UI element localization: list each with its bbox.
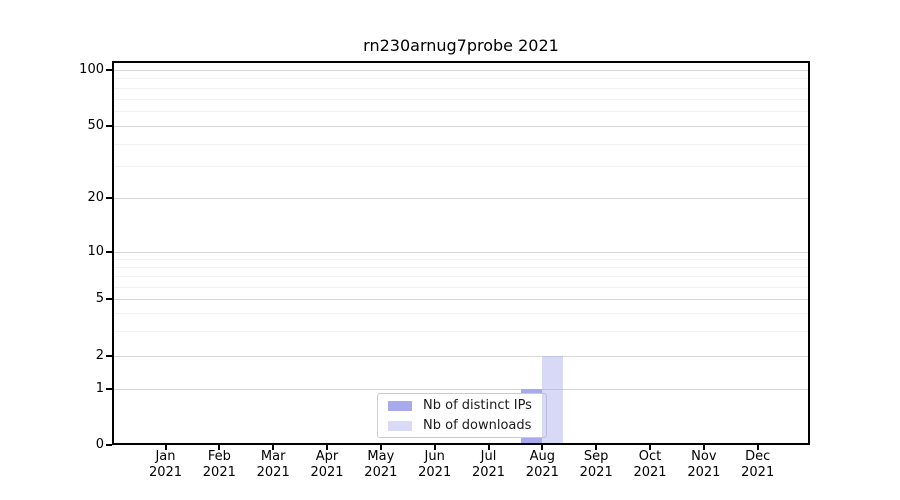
y-axis-tick — [106, 125, 112, 127]
y-axis-tick-label: 50 — [87, 118, 104, 133]
x-label-month: Feb — [207, 449, 231, 464]
minor-gridline — [112, 111, 810, 113]
minor-gridline — [112, 78, 810, 80]
minor-gridline — [112, 330, 810, 332]
plot-border — [112, 61, 810, 445]
minor-gridline — [112, 143, 810, 145]
x-label-month: Oct — [638, 449, 662, 464]
x-label-year: 2021 — [148, 465, 183, 480]
x-axis-tick — [595, 445, 598, 450]
minor-gridline — [112, 259, 810, 261]
x-label-year: 2021 — [310, 465, 344, 480]
x-axis-tick-label: Aug 2021 — [514, 449, 570, 481]
x-label-month: May — [367, 449, 395, 464]
y-axis-tick — [106, 387, 112, 390]
x-label-year: 2021 — [579, 465, 613, 480]
x-axis-tick — [164, 445, 167, 450]
legend-swatch — [388, 420, 412, 431]
x-label-month: Jan — [155, 449, 176, 464]
x-axis-tick-label: May 2021 — [353, 449, 409, 481]
major-gridline — [112, 388, 810, 390]
y-axis-tick-label: 0 — [95, 436, 104, 452]
minor-gridline — [112, 312, 810, 314]
x-label-year: 2021 — [633, 465, 667, 480]
x-label-year: 2021 — [525, 465, 559, 480]
x-axis-tick — [326, 445, 328, 450]
x-label-month: Dec — [745, 449, 771, 464]
minor-gridline — [112, 286, 810, 288]
x-label-year: 2021 — [202, 465, 236, 480]
major-gridline — [112, 356, 810, 357]
x-axis-tick — [756, 445, 759, 450]
y-axis-tick-label: 2 — [95, 348, 104, 363]
minor-gridline — [112, 98, 810, 100]
x-axis-tick-label: Mar 2021 — [245, 449, 301, 481]
major-gridline — [112, 252, 810, 253]
x-label-year: 2021 — [364, 465, 398, 480]
minor-gridline — [112, 267, 810, 269]
chart-title: rn230arnug7probe 2021 — [363, 36, 559, 55]
x-axis-tick-label: Jan 2021 — [138, 449, 194, 481]
x-axis-tick — [541, 445, 544, 450]
major-gridline — [112, 299, 810, 300]
y-axis-tick — [106, 298, 112, 300]
x-label-year: 2021 — [741, 465, 775, 480]
x-axis-tick — [487, 445, 490, 450]
x-axis-tick-label: Apr 2021 — [299, 449, 355, 481]
x-axis-tick-label: Oct 2021 — [622, 449, 678, 481]
x-label-month: Mar — [260, 449, 286, 464]
legend-item-label: Nb of downloads — [423, 418, 532, 433]
x-axis-tick-label: Feb 2021 — [191, 449, 247, 481]
y-axis-tick-label: 1 — [95, 380, 104, 396]
x-label-year: 2021 — [256, 465, 290, 480]
x-axis-tick — [272, 445, 275, 450]
x-axis-tick — [649, 445, 652, 450]
x-label-month: Sep — [583, 449, 609, 464]
x-label-month: Jul — [480, 449, 497, 464]
minor-gridline — [112, 166, 810, 168]
legend-item: Nb of downloads — [378, 417, 546, 434]
x-axis-tick — [702, 445, 705, 450]
x-axis-tick-label: Sep 2021 — [568, 449, 624, 481]
x-label-year: 2021 — [471, 465, 506, 480]
y-axis-tick — [106, 251, 112, 253]
legend-item-label: Nb of distinct IPs — [423, 398, 532, 413]
x-label-month: Apr — [315, 449, 339, 464]
minor-gridline — [112, 276, 810, 278]
major-gridline — [112, 69, 810, 71]
x-axis-tick — [218, 445, 221, 450]
legend-swatch — [388, 400, 412, 411]
x-label-year: 2021 — [418, 465, 452, 480]
x-axis-tick-label: Jul 2021 — [461, 449, 517, 481]
major-gridline — [112, 126, 810, 127]
y-axis-tick — [106, 443, 112, 446]
x-label-year: 2021 — [687, 465, 721, 480]
x-label-month: Nov — [691, 449, 717, 464]
x-axis-tick — [433, 445, 436, 450]
legend: Nb of distinct IPs Nb of downloads — [377, 393, 547, 438]
y-axis-tick-label: 5 — [95, 291, 104, 306]
x-axis-tick-label: Nov 2021 — [676, 449, 732, 481]
y-axis-tick-label: 10 — [87, 244, 104, 259]
y-axis-tick — [106, 355, 112, 357]
minor-gridline — [112, 87, 810, 89]
plot-area: Nb of distinct IPs Nb of downloads — [112, 61, 810, 445]
x-axis-tick-label: Dec 2021 — [730, 449, 786, 481]
major-gridline — [112, 198, 810, 199]
x-axis-tick-label: Jun 2021 — [407, 449, 463, 481]
y-axis-tick-label: 20 — [87, 190, 104, 205]
bar-downloads — [542, 356, 564, 445]
x-label-month: Jun — [424, 449, 445, 464]
y-axis-tick — [106, 68, 112, 71]
x-axis-tick — [379, 445, 382, 450]
x-label-month: Aug — [529, 449, 556, 464]
y-axis-tick — [106, 197, 112, 199]
y-axis-tick-label: 100 — [79, 61, 104, 77]
legend-item: Nb of distinct IPs — [378, 397, 546, 414]
